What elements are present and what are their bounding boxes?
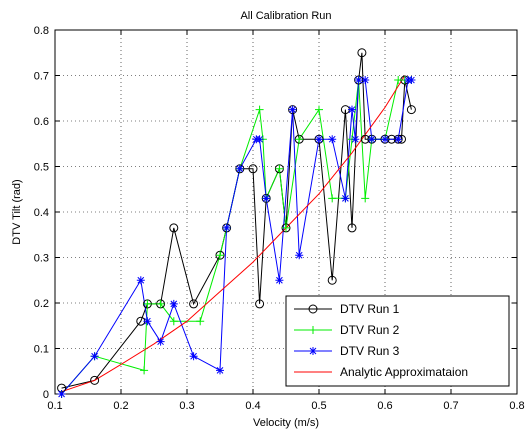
data-point-series-3 [367,135,376,144]
x-tick-label: 0.4 [245,400,260,412]
data-point-series-3 [361,76,370,85]
data-point-series-2 [282,223,290,232]
y-tick-label: 0.6 [34,116,49,128]
data-point-series-2 [275,164,284,173]
x-tick-label: 0.2 [113,400,128,412]
data-point-series-3 [341,194,350,203]
data-point-series-3 [275,276,284,285]
y-tick-label: 0.7 [34,71,49,83]
legend-item: DTV Run 3 [294,344,400,358]
axis-ticks: 0.1 0.2 0.3 0.4 0.5 0.6 0.7 0.800.10.20.30.40.5… [34,25,525,412]
x-axis-label: Velocity (m/s) [253,417,319,429]
x-tick-label: 0.6 [377,400,392,412]
legend-label: DTV Run 2 [340,323,400,337]
data-point-series-3 [156,337,165,346]
x-tick-label: 0.5 [311,400,326,412]
data-point-series-3 [189,352,198,361]
legend: DTV Run 1 DTV Run 2 DTV Run 3 Analytic Appr… [285,295,510,387]
data-point-series-2 [255,105,264,114]
data-point-series-2 [361,194,370,203]
data-point-series-3 [394,135,403,144]
data-point-series-2 [169,317,178,326]
data-point-series-2 [295,135,304,144]
data-point-series-3 [288,105,297,114]
y-tick-label: 0.2 [34,298,49,310]
data-point-series-2 [196,317,205,326]
data-point-series-3 [143,317,152,326]
data-point-series-3 [216,366,224,375]
series-line-4 [61,75,406,393]
legend-label: Analytic Approximataion [340,365,468,379]
x-tick-label: 0.1 [47,400,62,412]
y-axis-label: DTV Tilt (rad) [11,179,23,244]
legend-box [285,295,510,387]
data-point-series-3 [381,135,389,144]
data-point-series-1 [347,223,357,233]
legend-label: DTV Run 3 [340,344,400,358]
data-point-series-3 [348,105,356,114]
x-tick-label: 0.3 [179,400,194,412]
data-point-series-3 [222,223,231,232]
y-tick-label: 0 [43,389,49,401]
legend-label: DTV Run 1 [340,302,400,316]
legend-item: DTV Run 2 [294,323,400,337]
y-tick-label: 0.1 [34,344,49,356]
data-point-series-2 [328,194,337,203]
data-point-series-1 [248,164,258,174]
data-point-series-3 [255,135,264,144]
legend-marker [309,326,317,334]
data-point-series-3 [90,352,99,361]
data-point-series-1 [357,48,367,58]
data-point-series-3 [407,76,416,85]
data-point-series-3 [328,135,337,144]
x-tick-label: 0.8 [509,400,524,412]
data-point-series-2 [140,366,149,375]
data-point-series-1 [189,299,199,309]
data-point-series-1 [169,223,179,233]
legend-marker [308,304,318,314]
series-line-3 [61,79,412,395]
data-point-series-2 [315,105,323,114]
data-point-series-3 [169,299,178,308]
data-point-series-3 [57,390,66,398]
y-tick-label: 0.4 [34,207,49,219]
data-point-series-2 [216,251,224,260]
data-point-series-2 [143,299,152,308]
data-point-series-3 [351,135,360,144]
data-point-series-3 [295,251,304,260]
legend-item: Analytic Approximataion [294,365,468,379]
data-point-series-1 [255,299,265,309]
legend-marker [309,347,317,355]
data-point-series-1 [406,105,416,115]
chart-title: All Calibration Run [240,10,331,22]
data-point-series-1 [327,275,337,285]
data-point-series-3 [315,135,323,144]
series-markers [57,48,416,398]
legend-item: DTV Run 1 [294,302,400,316]
data-point-series-1 [90,375,100,385]
y-tick-label: 0.5 [34,162,49,174]
y-tick-label: 0.8 [34,25,49,37]
data-point-series-3 [262,194,271,203]
x-tick-label: 0.7 [443,400,458,412]
data-point-series-3 [235,164,244,173]
data-point-series-2 [156,299,165,308]
data-point-series-3 [354,76,363,85]
data-point-series-3 [136,276,145,285]
y-tick-label: 0.3 [34,253,49,265]
